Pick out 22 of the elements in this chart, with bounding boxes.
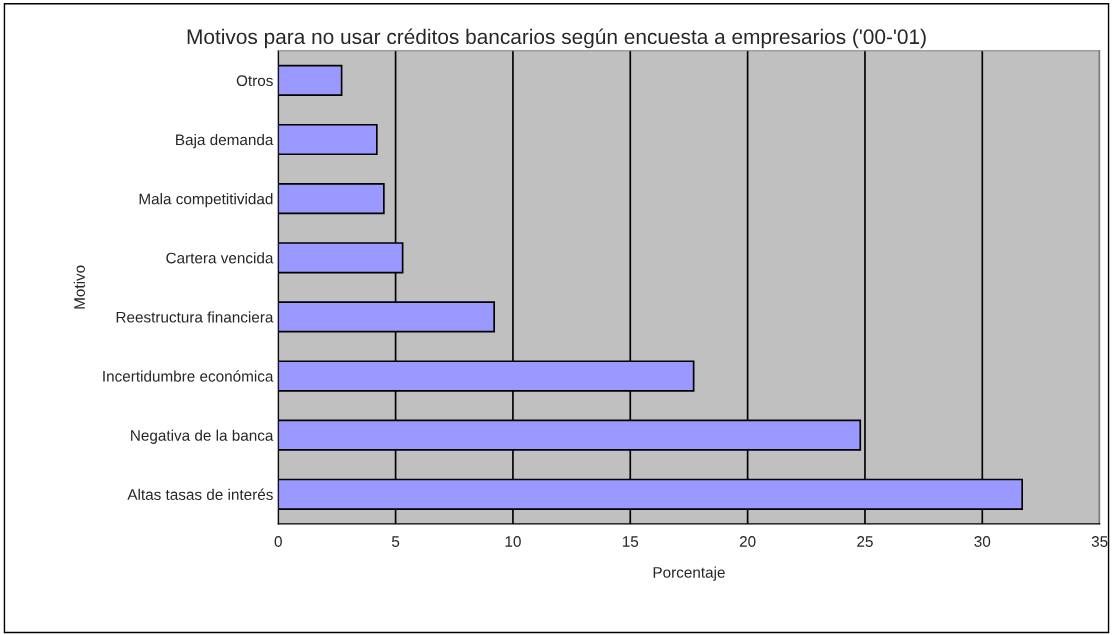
y-tick-label: Altas tasas de interés (127, 488, 273, 500)
chart-title: Motivos para no usar créditos bancarios según encuesta a empresarios ('00-'01) (187, 28, 926, 49)
y-tick-label: Mala competitividad (139, 193, 273, 208)
y-tick-label: Reestructura financiera (116, 311, 274, 323)
y-tick-label: Cartera vencida (166, 252, 274, 264)
bar (278, 183, 385, 215)
y-tick-label: Baja demanda (176, 133, 274, 149)
bar (278, 64, 343, 96)
x-tick-label: 25 (857, 536, 873, 547)
x-tick-label: 35 (1091, 536, 1108, 547)
x-tick-label: 0 (274, 536, 282, 547)
x-tick-label: 20 (739, 536, 756, 547)
y-tick-label: Incertidumbre económica (103, 370, 274, 382)
x-tick-label: 5 (391, 536, 400, 547)
y-tick-label: Otros (236, 75, 273, 87)
y-axis-title: Motivo (73, 265, 85, 309)
x-tick-label: 15 (622, 536, 639, 547)
x-tick-label: 30 (974, 536, 991, 547)
x-axis-title: Porcentaje (653, 566, 725, 581)
y-tick-label: Negativa de la banca (131, 429, 274, 444)
bar (278, 123, 378, 156)
x-tick-label: 10 (505, 536, 521, 547)
